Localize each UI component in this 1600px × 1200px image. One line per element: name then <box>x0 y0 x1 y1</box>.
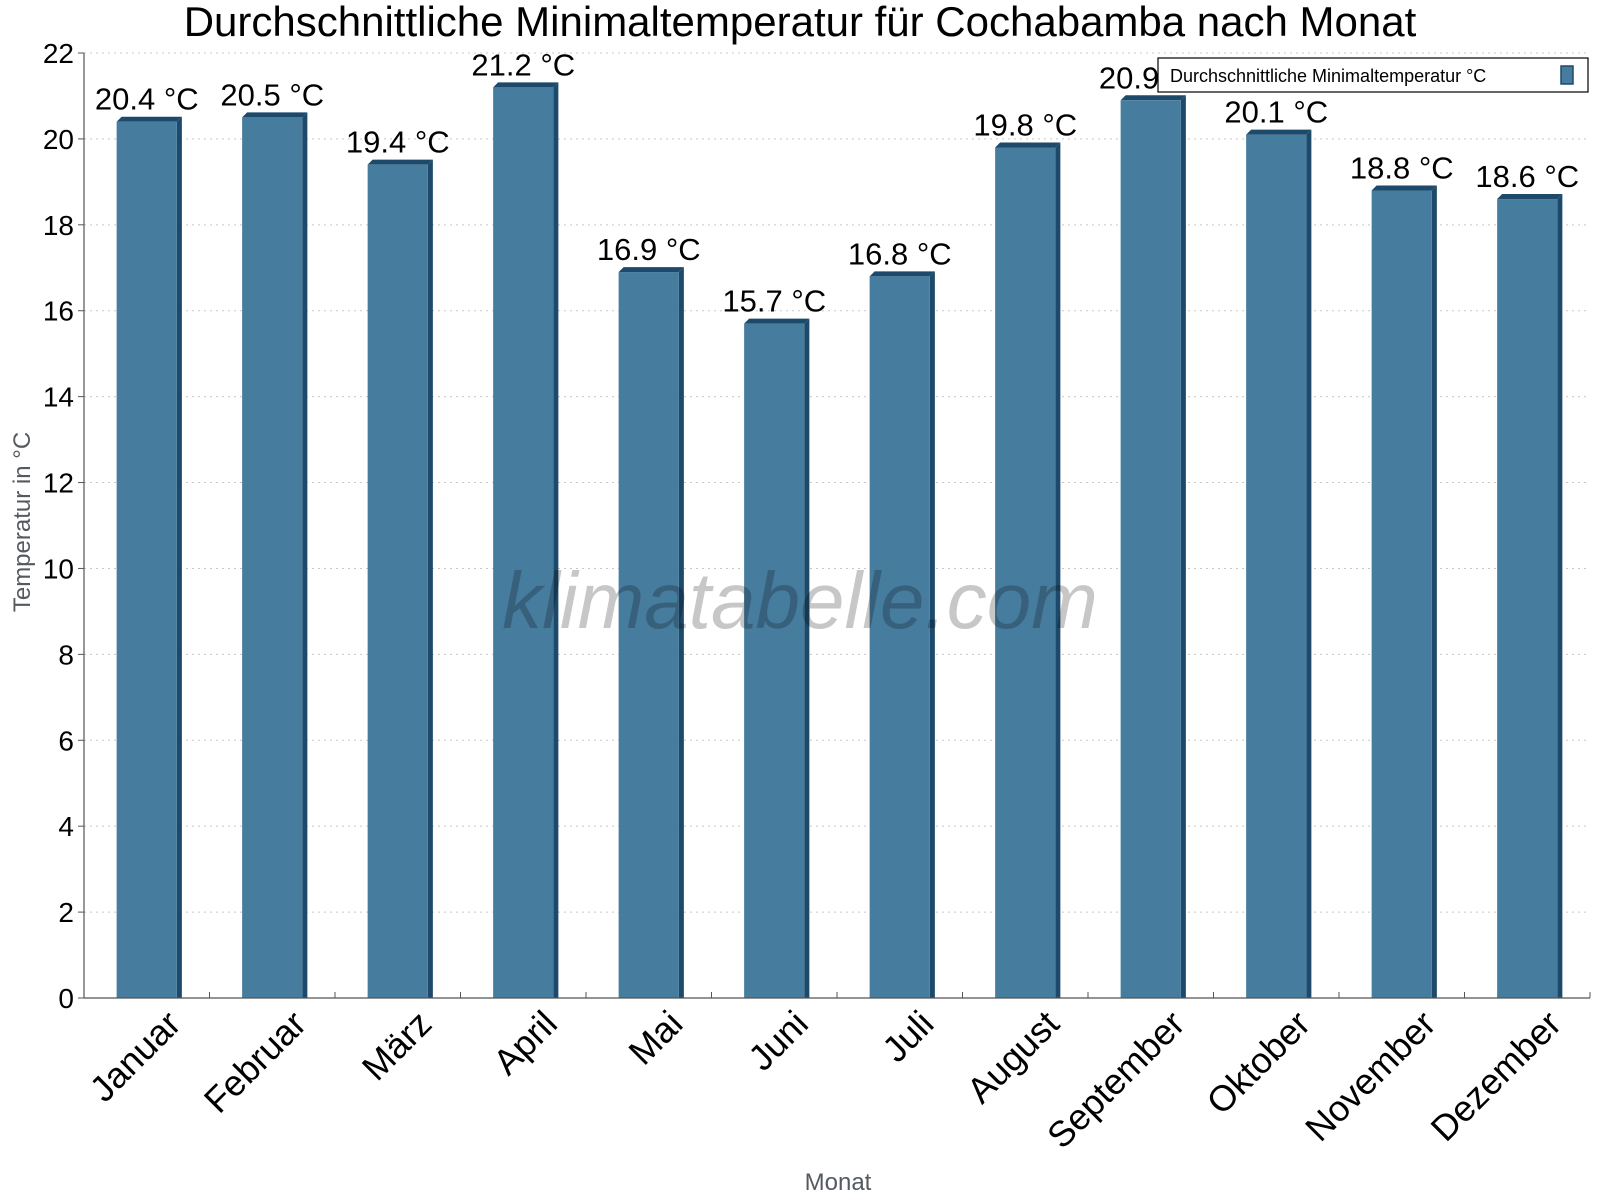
value-label: 16.8 °C <box>848 236 952 271</box>
bar-front <box>869 276 930 998</box>
y-axis-ticks: 0 2 4 6 8 10 12 14 16 18 20 22 <box>43 38 84 1014</box>
grid-lines <box>84 52 1590 913</box>
bar-top <box>995 142 1061 148</box>
legend-swatch <box>1560 65 1574 85</box>
legend-box <box>1157 57 1589 93</box>
bar-top <box>744 318 810 324</box>
bar-front <box>493 87 554 998</box>
x-axis-title: Monat <box>805 1169 872 1196</box>
bar-front <box>744 323 805 998</box>
bar <box>744 318 810 998</box>
x-tick-label: August <box>959 1003 1067 1111</box>
bar-side <box>1557 194 1563 998</box>
x-tick-label: Juni <box>740 1003 816 1079</box>
bar-side <box>1306 129 1312 998</box>
value-label: 19.8 °C <box>973 108 1077 143</box>
axes <box>83 53 1591 999</box>
y-tick-label: 16 <box>43 296 74 327</box>
bar-front <box>1120 100 1181 998</box>
value-label: 20.1 °C <box>1224 95 1328 130</box>
y-tick-label: 10 <box>43 553 74 584</box>
bar-side <box>1431 185 1437 999</box>
bar-side <box>1055 142 1061 998</box>
value-label: 21.2 °C <box>471 47 575 82</box>
bar-top <box>493 82 559 88</box>
bar-side <box>302 112 308 998</box>
chart-title: Durchschnittliche Minimaltemperatur für … <box>184 0 1417 45</box>
bar <box>869 271 935 998</box>
bar <box>493 82 559 998</box>
x-tick-label: Dezember <box>1422 1003 1568 1149</box>
bar-side <box>1180 95 1186 998</box>
bar-front <box>1246 134 1307 998</box>
bar-top <box>1120 95 1186 101</box>
bar-side <box>804 318 810 998</box>
x-tick-label: Mai <box>620 1003 690 1073</box>
bar-top <box>618 267 684 273</box>
bar-front <box>242 117 303 998</box>
bar-side <box>427 159 433 998</box>
x-tick-label: Februar <box>196 1003 314 1121</box>
bar-front <box>995 147 1056 998</box>
y-tick-label: 14 <box>43 382 74 413</box>
bar-top <box>1371 185 1437 191</box>
y-tick-label: 18 <box>43 210 74 241</box>
bar <box>1497 194 1563 998</box>
x-tick-label: November <box>1297 1003 1443 1149</box>
bar <box>242 112 308 998</box>
y-tick-label: 8 <box>58 639 74 670</box>
y-tick-label: 6 <box>58 725 74 756</box>
x-tick-label: Januar <box>82 1003 189 1110</box>
x-axis-labels: Januar Februar März April Mai Juni Juli AugustS… <box>82 1003 1569 1157</box>
bar-front <box>1371 190 1432 999</box>
bar-top <box>1497 194 1563 200</box>
value-label: 18.6 °C <box>1475 159 1579 194</box>
bar-front <box>116 121 177 998</box>
value-label: 20.4 °C <box>95 82 199 117</box>
y-axis-title: Temperatur in °C <box>9 432 36 612</box>
x-tick-label: Juli <box>874 1003 941 1070</box>
bar <box>1120 95 1186 998</box>
bar-side <box>929 271 935 998</box>
value-label: 20.5 °C <box>220 77 324 112</box>
legend-label: Durchschnittliche Minimaltemperatur °C <box>1170 66 1486 86</box>
y-tick-label: 20 <box>43 124 74 155</box>
legend: Durchschnittliche Minimaltemperatur °C <box>1157 57 1589 93</box>
y-tick-label: 2 <box>58 897 74 928</box>
bar-top <box>116 116 182 122</box>
bar-top <box>869 271 935 277</box>
bar-front <box>618 272 679 998</box>
y-tick-label: 12 <box>43 468 74 499</box>
x-tick-label: April <box>485 1003 565 1083</box>
value-label: 18.8 °C <box>1350 150 1454 185</box>
bar <box>1371 185 1437 999</box>
value-label: 15.7 °C <box>722 284 826 319</box>
bar-top <box>242 112 308 118</box>
bar-side <box>678 267 684 998</box>
x-tick-label: März <box>354 1003 440 1089</box>
y-tick-label: 22 <box>43 38 74 69</box>
bar-side <box>176 116 182 998</box>
bar <box>116 116 182 998</box>
value-label: 16.9 °C <box>597 232 701 267</box>
bar-front <box>367 164 428 998</box>
x-tick-label: September <box>1039 1003 1193 1157</box>
bar-top <box>367 159 433 165</box>
bar <box>618 267 684 998</box>
bar-side <box>553 82 559 998</box>
bar <box>367 159 433 998</box>
value-labels: 20.4 °C 20.5 °C 19.4 °C 21.2 °C 16.9 °C 15.7 … <box>95 47 1579 318</box>
value-label: 19.4 °C <box>346 125 450 160</box>
x-tick-label: Oktober <box>1198 1003 1318 1123</box>
bar-top <box>1246 129 1312 135</box>
bar-front <box>1497 199 1558 998</box>
y-tick-label: 0 <box>58 983 74 1014</box>
watermark: klimatabelle.com <box>502 556 1098 645</box>
bar-series <box>116 82 1563 999</box>
bar <box>995 142 1061 998</box>
y-tick-label: 4 <box>58 811 74 842</box>
bar <box>1246 129 1312 998</box>
